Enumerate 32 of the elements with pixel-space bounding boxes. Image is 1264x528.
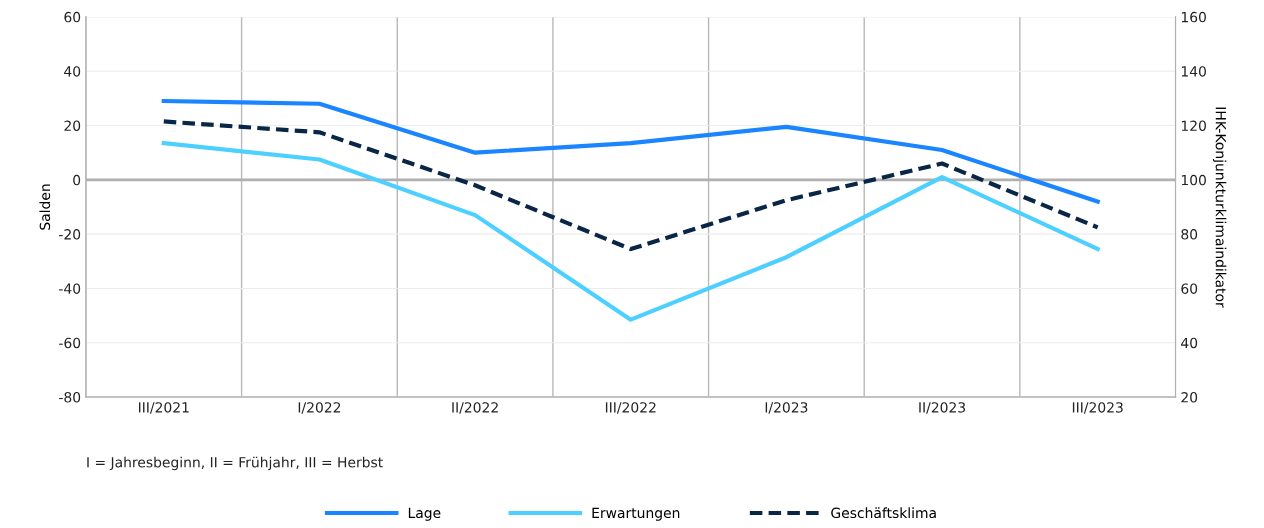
text: I = Jahresbeginn, II = Frühjahr, III = Herbst: [87, 456, 383, 471]
y-tick-label: -60: [59, 337, 81, 349]
y2-tick-label: 120: [1181, 120, 1206, 131]
y-tick-label: 40: [64, 66, 81, 77]
x-tick-label: III/2023: [1072, 402, 1123, 414]
legend-label: Erwartungen: [592, 507, 680, 521]
y2-tick-label: 40: [1181, 337, 1198, 349]
line-series: [161, 98, 1100, 204]
x-tick-label: II/2022: [452, 402, 498, 414]
line-series: [161, 141, 1100, 322]
y2-axis-title: IHK-Konjunkturklimaindikator: [1212, 107, 1227, 308]
y-axis-title: Salden: [39, 184, 51, 230]
y-tick-label: -40: [59, 283, 81, 294]
y-tick-label: 20: [64, 120, 81, 131]
legend-label: Lage: [408, 507, 441, 521]
y-tick-label: 60: [64, 11, 81, 23]
y2-tick-label: 20: [1181, 392, 1198, 403]
y-tick-label: -80: [59, 392, 81, 403]
x-tick-label: III/2022: [605, 402, 656, 414]
x-tick-label: II/2023: [919, 402, 966, 414]
legend-label: Geschäftsklima: [831, 507, 936, 519]
y2-tick-label: 80: [1181, 229, 1198, 240]
x-tick-label: III/2021: [138, 402, 189, 414]
y2-tick-label: 160: [1181, 11, 1206, 23]
y2-tick-label: 60: [1181, 283, 1198, 294]
y-tick-label: 0: [73, 174, 81, 186]
y-tick-label: -20: [59, 229, 81, 240]
line-series: [161, 119, 1100, 252]
y2-tick-label: 100: [1181, 174, 1206, 186]
x-tick-label: I/2023: [765, 402, 808, 414]
x-tick-label: I/2022: [298, 402, 341, 414]
y2-tick-label: 140: [1181, 66, 1206, 77]
